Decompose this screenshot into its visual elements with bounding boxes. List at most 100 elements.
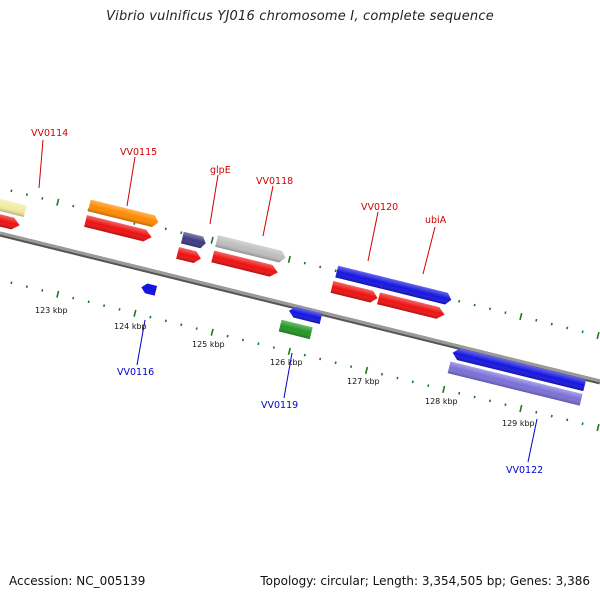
reverse-scale-minor-tick (458, 391, 461, 395)
topology-summary: Topology: circular; Length: 3,354,505 bp… (260, 574, 590, 588)
label-leaders (38, 139, 538, 463)
reverse-scale-minor-tick (535, 410, 538, 414)
gene-shade (87, 199, 159, 228)
reverse-scale-major-tick (519, 404, 523, 413)
reverse-scale-major-tick (133, 309, 137, 317)
cds-shade (377, 292, 445, 319)
forward-scale-major-tick (287, 255, 291, 263)
reverse-scale-minor-tick (550, 414, 553, 418)
tick-label-125: 125 kbp (192, 340, 225, 349)
gene-VV0118[interactable] (215, 235, 287, 264)
tick-label-123: 123 kbp (35, 306, 68, 315)
forward-scale-minor-tick (180, 231, 183, 235)
cds-shade (330, 281, 378, 303)
gene-ubiA[interactable] (380, 277, 453, 306)
cds-VV0120[interactable] (330, 281, 380, 304)
forward-scale-minor-tick (488, 307, 492, 311)
label-VV0116[interactable]: VV0116 (117, 367, 154, 378)
cds-shade (84, 215, 152, 242)
forward-scale-major-tick (210, 236, 214, 244)
reverse-scale-ticks (10, 281, 600, 432)
reverse-scale-minor-tick (488, 399, 492, 403)
gene-VV0115[interactable] (87, 199, 160, 229)
gene-VV0119[interactable] (288, 305, 323, 325)
gene-VV0116[interactable] (140, 282, 158, 296)
gene-shade (180, 231, 206, 249)
tick-label-124: 124 kbp (114, 322, 147, 331)
label-VV0118[interactable]: VV0118 (256, 176, 293, 187)
label-VV0115[interactable]: VV0115 (120, 147, 157, 158)
forward-scale-minor-tick (25, 193, 28, 197)
forward-scale-major-tick (56, 198, 60, 206)
forward-scale-minor-tick (535, 318, 538, 322)
cds-VV0122[interactable] (447, 361, 583, 406)
forward-scale-minor-tick (581, 330, 584, 334)
reverse-scale-minor-tick (427, 384, 430, 388)
reverse-scale-minor-tick (25, 285, 28, 289)
label-VV0120[interactable]: VV0120 (361, 202, 398, 213)
forward-scale-minor-tick (566, 326, 569, 330)
gene-shade (288, 306, 323, 325)
label-ubiA[interactable]: ubiA (425, 215, 447, 226)
tick-label-128: 128 kbp (425, 397, 458, 406)
reverse-scale-major-tick (364, 366, 369, 374)
reverse-scale-minor-tick (350, 365, 353, 368)
reverse-scale-minor-tick (380, 372, 383, 376)
reverse-scale-minor-tick (257, 342, 260, 346)
label-VV0122[interactable]: VV0122 (506, 465, 543, 476)
label-VV0114[interactable]: VV0114 (31, 128, 68, 139)
reverse-scale-major-tick (596, 423, 600, 432)
reverse-scale-minor-tick (87, 300, 90, 304)
reverse-scale-minor-tick (180, 323, 183, 327)
reverse-scale-minor-tick (164, 319, 167, 323)
reverse-scale-major-tick (56, 290, 60, 298)
reverse-scale-major-tick (287, 347, 291, 355)
cds-VV0115[interactable] (84, 215, 153, 243)
tick-label-129: 129 kbp (502, 419, 535, 428)
reverse-scale-minor-tick (334, 361, 337, 365)
gene-VV0120[interactable] (335, 265, 384, 289)
reverse-scale-minor-tick (241, 338, 245, 342)
reverse-scale-minor-tick (226, 334, 229, 338)
forward-scale-minor-tick (504, 311, 507, 314)
accession-label: Accession: NC_005139 (9, 574, 146, 588)
tick-label-127: 127 kbp (347, 377, 380, 386)
reverse-scale-minor-tick (504, 403, 507, 406)
reverse-scale-minor-tick (581, 422, 584, 426)
label-glpE[interactable]: glpE (210, 165, 231, 176)
cds-ubiA[interactable] (377, 292, 446, 321)
gene-VV0114[interactable] (0, 187, 27, 217)
cds-shade (278, 319, 313, 340)
cds-VV0119[interactable] (278, 319, 313, 340)
reverse-scale-minor-tick (411, 380, 414, 384)
forward-scale-minor-tick (164, 227, 167, 231)
reverse-scale-minor-tick (319, 357, 322, 361)
reverse-scale-minor-tick (10, 281, 13, 285)
gene-glpE[interactable] (180, 231, 207, 249)
cds-VV0118[interactable] (211, 250, 279, 279)
forward-scale-major-tick (596, 331, 600, 340)
gene-VV0122[interactable] (451, 347, 587, 392)
forward-scale-minor-tick (303, 261, 306, 265)
forward-scale-minor-tick (10, 189, 13, 193)
forward-scale-minor-tick (473, 303, 476, 307)
reverse-scale-minor-tick (41, 289, 44, 292)
label-VV0119[interactable]: VV0119 (261, 400, 298, 411)
gene-shade (335, 265, 384, 289)
reverse-scale-minor-tick (195, 327, 198, 330)
forward-scale-minor-tick (319, 265, 322, 269)
reverse-scale-minor-tick (72, 296, 75, 300)
forward-scale-minor-tick (334, 269, 337, 273)
forward-scale-major-tick (519, 312, 523, 321)
tick-label-126: 126 kbp (270, 358, 303, 367)
map-title: Vibrio vulnificus YJ016 chromosome I, co… (106, 9, 494, 24)
cds-shade (176, 247, 201, 264)
reverse-scale-minor-tick (149, 315, 152, 319)
scale-labels: 123 kbp 124 kbp 125 kbp 126 kbp 127 kbp … (35, 306, 535, 428)
gene-shade (380, 277, 452, 305)
cds-glpE[interactable] (176, 247, 202, 264)
reverse-scale-minor-tick (303, 353, 306, 357)
gene-arrow (141, 283, 158, 296)
reverse-scale-major-tick (442, 385, 446, 393)
forward-gene-labels: VV0114 VV0115 glpE VV0118 VV0120 ubiA (31, 128, 447, 226)
